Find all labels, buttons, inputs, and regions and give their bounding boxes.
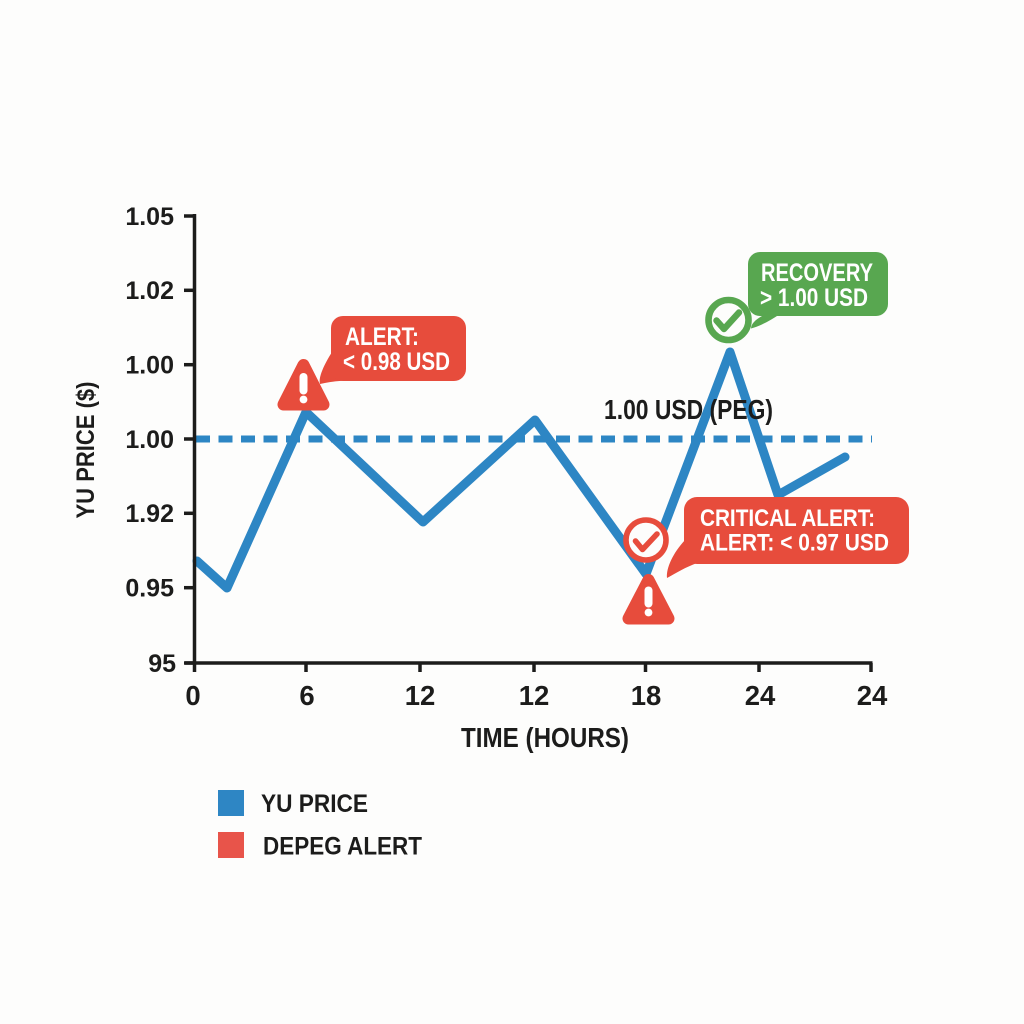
svg-text:< 0.98 USD: < 0.98 USD	[343, 348, 450, 376]
svg-text:CRITICAL ALERT:: CRITICAL ALERT:	[700, 505, 875, 532]
svg-text:6: 6	[299, 680, 314, 711]
svg-text:18: 18	[631, 680, 662, 711]
svg-text:> 1.00 USD: > 1.00 USD	[760, 284, 868, 312]
svg-text:YU PRICE ($): YU PRICE ($)	[72, 382, 100, 519]
svg-text:24: 24	[745, 680, 776, 711]
svg-text:12: 12	[519, 680, 550, 711]
svg-text:95: 95	[148, 650, 176, 678]
svg-text:DEPEG ALERT: DEPEG ALERT	[263, 833, 422, 861]
svg-text:1.00: 1.00	[125, 426, 174, 454]
svg-text:0: 0	[185, 680, 200, 711]
svg-text:RECOVERY: RECOVERY	[761, 259, 873, 287]
svg-text:24: 24	[857, 680, 888, 711]
svg-text:1.00: 1.00	[125, 352, 174, 380]
svg-text:12: 12	[405, 680, 436, 711]
svg-text:0.95: 0.95	[125, 575, 174, 603]
svg-text:1.05: 1.05	[125, 203, 174, 231]
svg-text:1.00 USD (PEG): 1.00 USD (PEG)	[604, 394, 773, 425]
svg-text:ALERT:: ALERT:	[345, 323, 419, 351]
svg-text:TIME (HOURS): TIME (HOURS)	[461, 722, 629, 753]
svg-text:YU PRICE: YU PRICE	[261, 790, 368, 818]
svg-text:1.02: 1.02	[125, 277, 174, 305]
svg-text:1.92: 1.92	[125, 500, 174, 528]
svg-text:ALERT: < 0.97 USD: ALERT: < 0.97 USD	[700, 530, 889, 557]
